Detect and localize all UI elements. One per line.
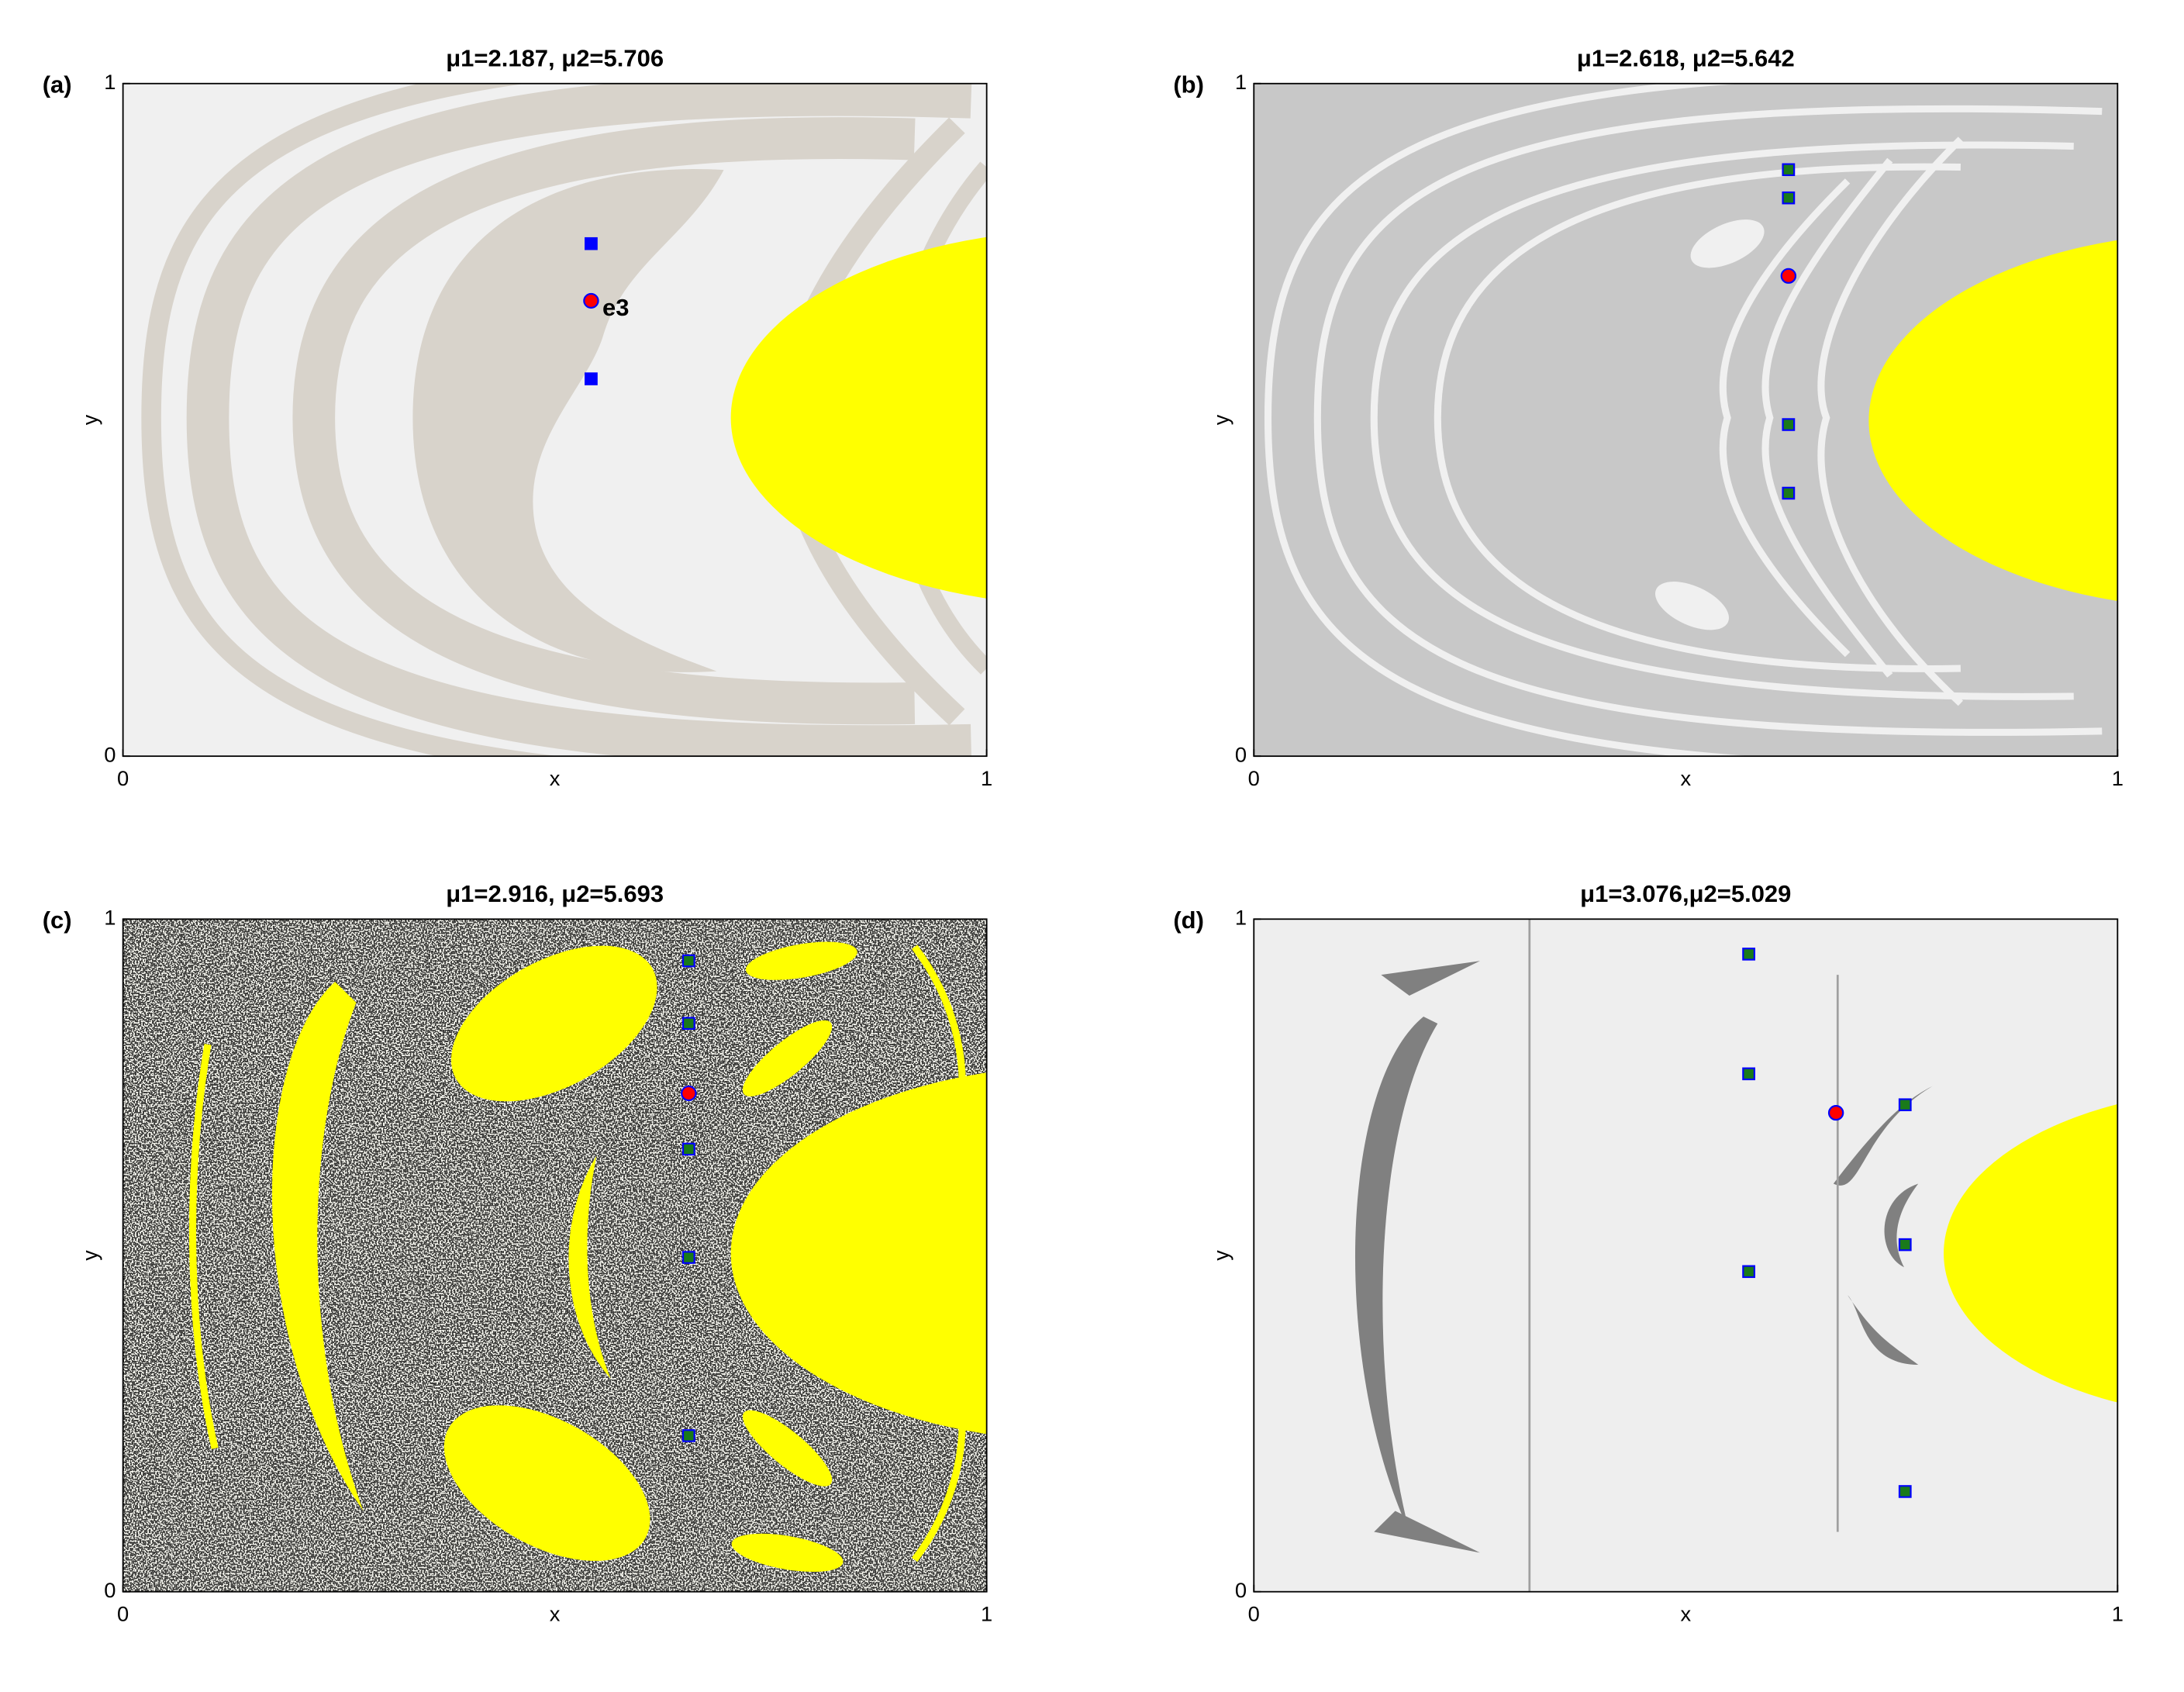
periodic-point <box>681 1142 695 1156</box>
x-tick-label: 0 <box>1248 766 1260 790</box>
fixed-point <box>681 1085 697 1102</box>
y-tick-label: 0 <box>1235 1578 1247 1602</box>
basin-d <box>1254 919 2118 1592</box>
periodic-point <box>585 237 598 250</box>
y-tick-label: 1 <box>104 70 116 94</box>
panel-label: (b) <box>1173 71 1204 98</box>
x-axis-label: x <box>1680 1602 1691 1626</box>
x-tick-label: 0 <box>1248 1602 1260 1626</box>
x-tick-label: 0 <box>117 766 129 790</box>
x-axis-label: x <box>1680 766 1691 790</box>
fixed-point <box>1780 268 1797 284</box>
axes-frame <box>1253 918 2119 1593</box>
y-axis-label: y <box>1209 414 1233 425</box>
periodic-point <box>1782 191 1796 205</box>
periodic-point <box>1898 1238 1912 1252</box>
x-tick-label: 0 <box>117 1602 129 1626</box>
periodic-point <box>681 1017 695 1030</box>
axes-frame <box>1253 82 2119 758</box>
y-tick-label: 0 <box>104 742 116 766</box>
periodic-point <box>1742 1067 1755 1081</box>
basin-a <box>122 83 987 757</box>
y-tick-label: 0 <box>1235 742 1247 766</box>
x-tick-label: 1 <box>2112 1602 2124 1626</box>
y-tick-label: 0 <box>104 1578 116 1602</box>
periodic-point <box>681 954 695 968</box>
x-tick-label: 1 <box>981 766 992 790</box>
basin-c <box>122 919 987 1592</box>
fixed-point <box>583 292 599 309</box>
x-tick-label: 1 <box>2112 766 2124 790</box>
periodic-point <box>1898 1485 1912 1498</box>
x-tick-label: 1 <box>981 1602 992 1626</box>
annotation: e3 <box>602 294 629 321</box>
y-tick-label: 1 <box>1235 906 1247 930</box>
x-axis-label: x <box>550 1602 561 1626</box>
periodic-point <box>1742 1265 1755 1279</box>
periodic-point <box>1898 1098 1912 1111</box>
periodic-point <box>1782 418 1796 431</box>
chart-title: μ1=3.076,μ2=5.029 <box>1580 880 1791 907</box>
chart-title: μ1=2.618, μ2=5.642 <box>1577 44 1795 71</box>
basin-b <box>1254 83 2118 757</box>
y-axis-label: y <box>78 1250 102 1261</box>
fixed-point <box>1827 1105 1844 1121</box>
axes-frame <box>122 918 988 1593</box>
periodic-point <box>681 1429 695 1442</box>
periodic-point <box>585 372 598 385</box>
panel-label: (a) <box>43 71 72 98</box>
y-tick-label: 1 <box>104 906 116 930</box>
periodic-point <box>681 1251 695 1264</box>
y-axis-label: y <box>78 414 102 425</box>
axes-frame <box>122 82 988 758</box>
periodic-point <box>1782 163 1796 177</box>
periodic-point <box>1742 948 1755 961</box>
x-axis-label: x <box>550 766 561 790</box>
chart-title: μ1=2.916, μ2=5.693 <box>446 880 664 907</box>
panel-label: (d) <box>1173 906 1204 934</box>
periodic-point <box>1782 486 1796 500</box>
y-tick-label: 1 <box>1235 70 1247 94</box>
chart-title: μ1=2.187, μ2=5.706 <box>446 44 664 71</box>
panel-label: (c) <box>43 906 72 934</box>
y-axis-label: y <box>1209 1250 1233 1261</box>
